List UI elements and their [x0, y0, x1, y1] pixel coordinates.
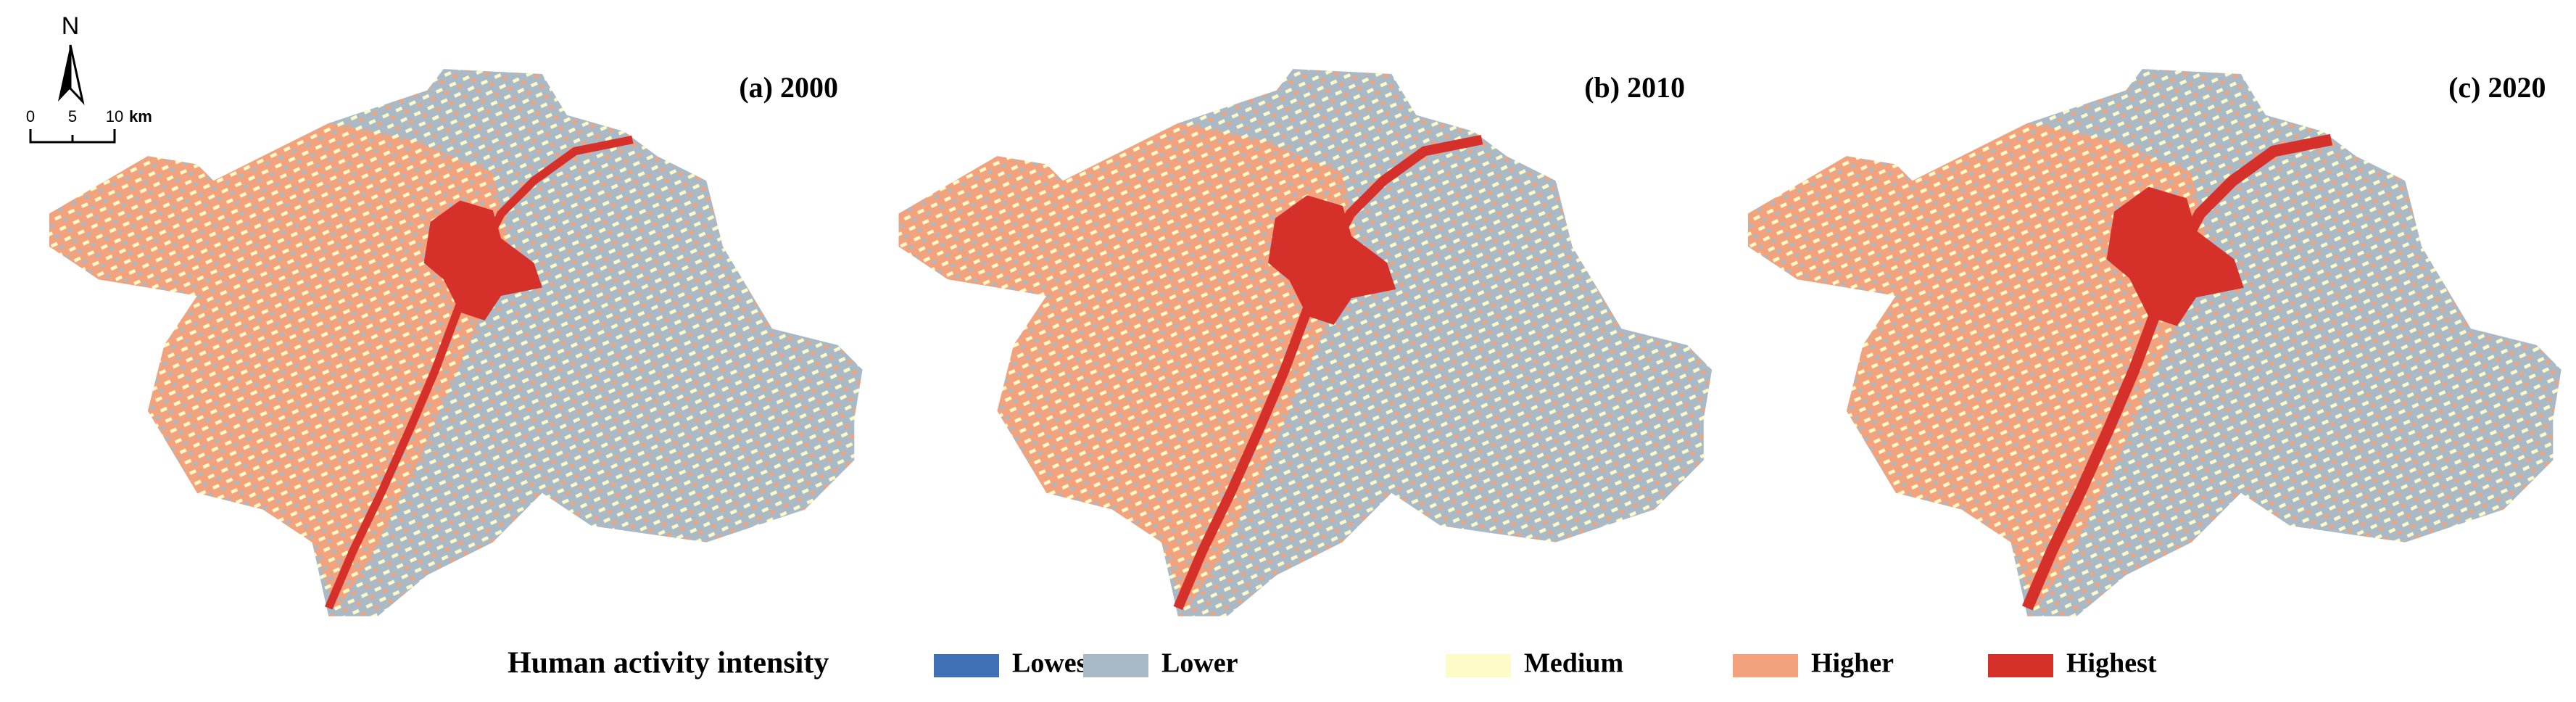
arrow-left: [58, 45, 70, 102]
region-higher: [1748, 123, 2208, 611]
arrow-right: [69, 44, 85, 105]
legend-swatch: [1988, 654, 2053, 677]
scale-tick: 10: [106, 107, 123, 125]
panel-label: (a) 2000: [739, 71, 838, 104]
legend: Human activity intensity Lowest Lower Medi…: [508, 647, 2157, 680]
map-panel: [898, 69, 1712, 616]
map-panel: [1748, 69, 2561, 616]
scale-line: [29, 129, 116, 144]
panel-label: (c) 2020: [2448, 71, 2546, 104]
legend-title: Human activity intensity: [508, 647, 829, 680]
scale-unit: km: [129, 107, 152, 125]
region-higher: [898, 123, 1359, 611]
legend-label: Medium: [1524, 648, 1623, 679]
legend-label: Lowest: [1012, 648, 1096, 679]
legend-swatch: [1083, 654, 1148, 677]
panel-label: (b) 2010: [1584, 71, 1685, 104]
map-panel: [49, 69, 863, 616]
maps: [49, 69, 2561, 616]
north-label: N: [62, 12, 80, 40]
north-arrow: N: [58, 12, 85, 105]
legend-label: Highest: [2066, 648, 2157, 679]
scale-tick: 5: [68, 107, 77, 125]
river: [2021, 133, 2333, 611]
river: [1173, 134, 1483, 611]
city-core: [423, 200, 542, 321]
legend-swatch: [1446, 654, 1511, 677]
legend-swatch: [1733, 654, 1798, 677]
river: [324, 136, 634, 610]
scale-tick: 0: [26, 107, 35, 125]
legend-swatch: [934, 654, 999, 677]
legend-label: Higher: [1811, 648, 1894, 679]
scale-bar: 0 5 10 km: [26, 107, 152, 144]
legend-label: Lower: [1161, 648, 1238, 679]
region-higher: [49, 123, 510, 611]
